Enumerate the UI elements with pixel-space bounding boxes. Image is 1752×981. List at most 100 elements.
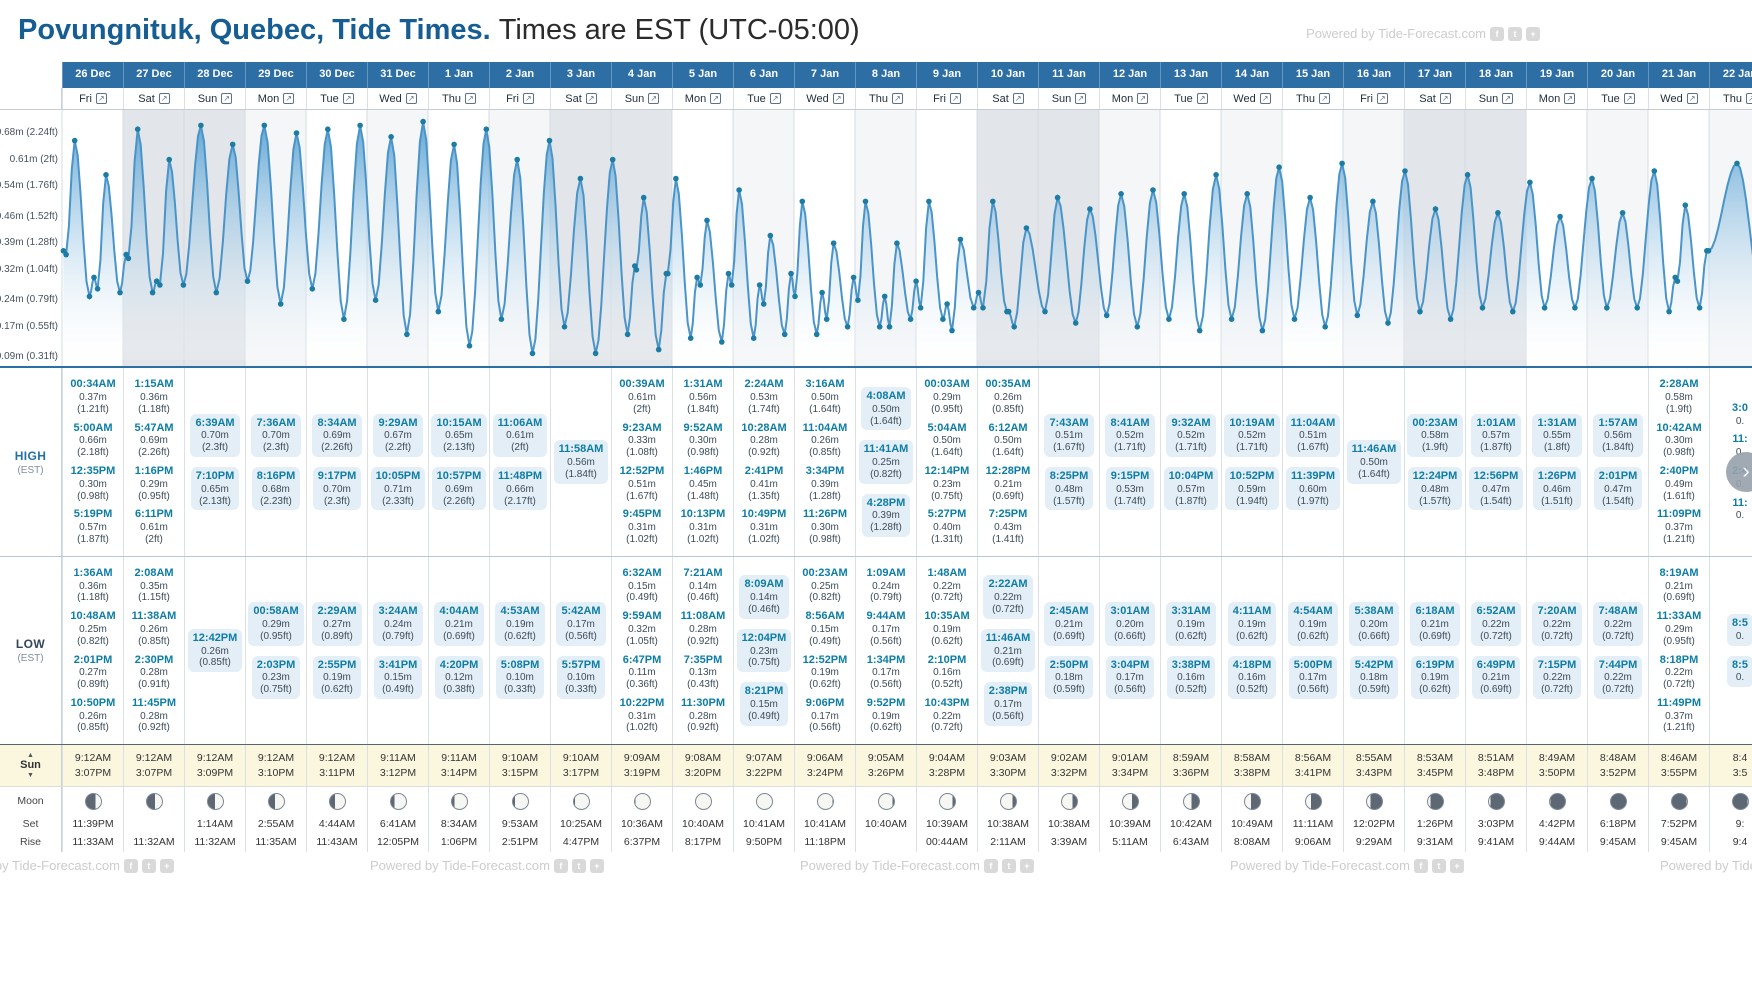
expand-day-icon[interactable]: ↗ [158,93,170,104]
date-cell[interactable]: 5 Jan [672,62,733,88]
dow-cell[interactable]: Sat ↗ [977,88,1038,109]
expand-day-icon[interactable]: ↗ [1623,93,1635,104]
next-days-button[interactable]: › [1726,452,1752,492]
dow-cell[interactable]: Sun ↗ [1038,88,1099,109]
tide-height-ft: (0.98ft) [687,447,719,459]
dow-cell[interactable]: Sat ↗ [1404,88,1465,109]
date-cell[interactable]: 22 Jan [1709,62,1752,88]
date-cell[interactable]: 12 Jan [1099,62,1160,88]
expand-day-icon[interactable]: ↗ [1564,93,1576,104]
date-cell[interactable]: 31 Dec [367,62,428,88]
date-cell[interactable]: 14 Jan [1221,62,1282,88]
expand-day-icon[interactable]: ↗ [769,93,781,104]
dow-cell[interactable]: Wed ↗ [367,88,428,109]
date-cell[interactable]: 8 Jan [855,62,916,88]
expand-day-icon[interactable]: ↗ [1137,93,1149,104]
dow-cell[interactable]: Sun ↗ [611,88,672,109]
date-cell[interactable]: 6 Jan [733,62,794,88]
expand-day-icon[interactable]: ↗ [283,93,295,104]
dow-cell[interactable]: Thu↗ [1282,88,1343,109]
dow-cell[interactable]: Sat ↗ [123,88,184,109]
dow-cell[interactable]: Thu↗ [1709,88,1752,109]
expand-day-icon[interactable]: ↗ [891,93,903,104]
date-cell[interactable]: 1 Jan [428,62,489,88]
expand-day-icon[interactable]: ↗ [1196,93,1208,104]
tide-height-m: 0.24m [872,580,900,592]
date-cell[interactable]: 19 Jan [1526,62,1587,88]
expand-day-icon[interactable]: ↗ [1502,93,1514,104]
date-cell[interactable]: 30 Dec [306,62,367,88]
dow-cell[interactable]: Fri ↗ [489,88,550,109]
expand-day-icon[interactable]: ↗ [710,93,722,104]
sunrise-time: 9:10AM [501,752,539,764]
expand-day-icon[interactable]: ↗ [1259,93,1271,104]
expand-day-icon[interactable]: ↗ [95,93,107,104]
expand-day-icon[interactable]: ↗ [1745,93,1752,104]
date-cell[interactable]: 26 Dec [62,62,123,88]
tide-time: 10:35AM [924,610,970,623]
dow-cell[interactable]: Wed ↗ [794,88,855,109]
expand-day-icon[interactable]: ↗ [522,93,534,104]
moonset-time: 10:40AM [855,816,916,834]
dow-cell[interactable]: Sun ↗ [184,88,245,109]
date-cell[interactable]: 4 Jan [611,62,672,88]
dow-cell[interactable]: Fri ↗ [1343,88,1404,109]
dow-cell[interactable]: Mon ↗ [672,88,733,109]
date-cell[interactable]: 17 Jan [1404,62,1465,88]
expand-day-icon[interactable]: ↗ [1012,93,1024,104]
tide-time: 1:36AM [73,566,113,579]
sunrise-time: 9:03AM [989,752,1027,764]
expand-day-icon[interactable]: ↗ [1439,93,1451,104]
date-cell[interactable]: 29 Dec [245,62,306,88]
expand-day-icon[interactable]: ↗ [1075,93,1087,104]
dow-cell[interactable]: Fri ↗ [916,88,977,109]
expand-day-icon[interactable]: ↗ [585,93,597,104]
dow-cell[interactable]: Tue ↗ [1160,88,1221,109]
tide-time: 9:52PM [866,696,906,709]
dow-cell[interactable]: Mon ↗ [1099,88,1160,109]
date-cell[interactable]: 2 Jan [489,62,550,88]
dow-cell[interactable]: Fri ↗ [62,88,123,109]
expand-day-icon[interactable]: ↗ [648,93,660,104]
dow-cell[interactable]: Thu↗ [428,88,489,109]
dow-cell[interactable]: Thu↗ [855,88,916,109]
expand-day-icon[interactable]: ↗ [949,93,961,104]
tide-height-ft: (2.18ft) [77,447,109,459]
date-cell[interactable]: 28 Dec [184,62,245,88]
dow-cell[interactable]: Tue ↗ [306,88,367,109]
date-cell[interactable]: 13 Jan [1160,62,1221,88]
date-cell[interactable]: 21 Jan [1648,62,1709,88]
dow-cell[interactable]: Tue ↗ [1587,88,1648,109]
date-cell[interactable]: 3 Jan [550,62,611,88]
expand-day-icon[interactable]: ↗ [221,93,233,104]
date-cell[interactable]: 10 Jan [977,62,1038,88]
expand-day-icon[interactable]: ↗ [464,93,476,104]
dow-cell[interactable]: Wed ↗ [1221,88,1282,109]
date-cell[interactable]: 15 Jan [1282,62,1343,88]
sunset-time: 3:11PM [319,767,355,779]
sunrise-time: 8:53AM [1416,752,1454,764]
expand-day-icon[interactable]: ↗ [342,93,354,104]
date-cell[interactable]: 27 Dec [123,62,184,88]
dow-cell[interactable]: Sun ↗ [1465,88,1526,109]
expand-day-icon[interactable]: ↗ [1318,93,1330,104]
expand-day-icon[interactable]: ↗ [1686,93,1698,104]
dow-cell[interactable]: Sat ↗ [550,88,611,109]
dow-cell[interactable]: Wed ↗ [1648,88,1709,109]
dow-cell[interactable]: Tue ↗ [733,88,794,109]
date-cell[interactable]: 16 Jan [1343,62,1404,88]
dow-cell[interactable]: Mon ↗ [245,88,306,109]
tide-time: 2:50PM [1049,658,1089,671]
tide-time: 11:08AM [680,610,726,623]
date-cell[interactable]: 20 Jan [1587,62,1648,88]
expand-day-icon[interactable]: ↗ [405,93,417,104]
moon-phase-icon [267,793,285,810]
dow-cell[interactable]: Mon ↗ [1526,88,1587,109]
date-cell[interactable]: 7 Jan [794,62,855,88]
date-cell[interactable]: 11 Jan [1038,62,1099,88]
date-cell[interactable]: 9 Jan [916,62,977,88]
expand-day-icon[interactable]: ↗ [1376,93,1388,104]
date-cell[interactable]: 18 Jan [1465,62,1526,88]
expand-day-icon[interactable]: ↗ [832,93,844,104]
